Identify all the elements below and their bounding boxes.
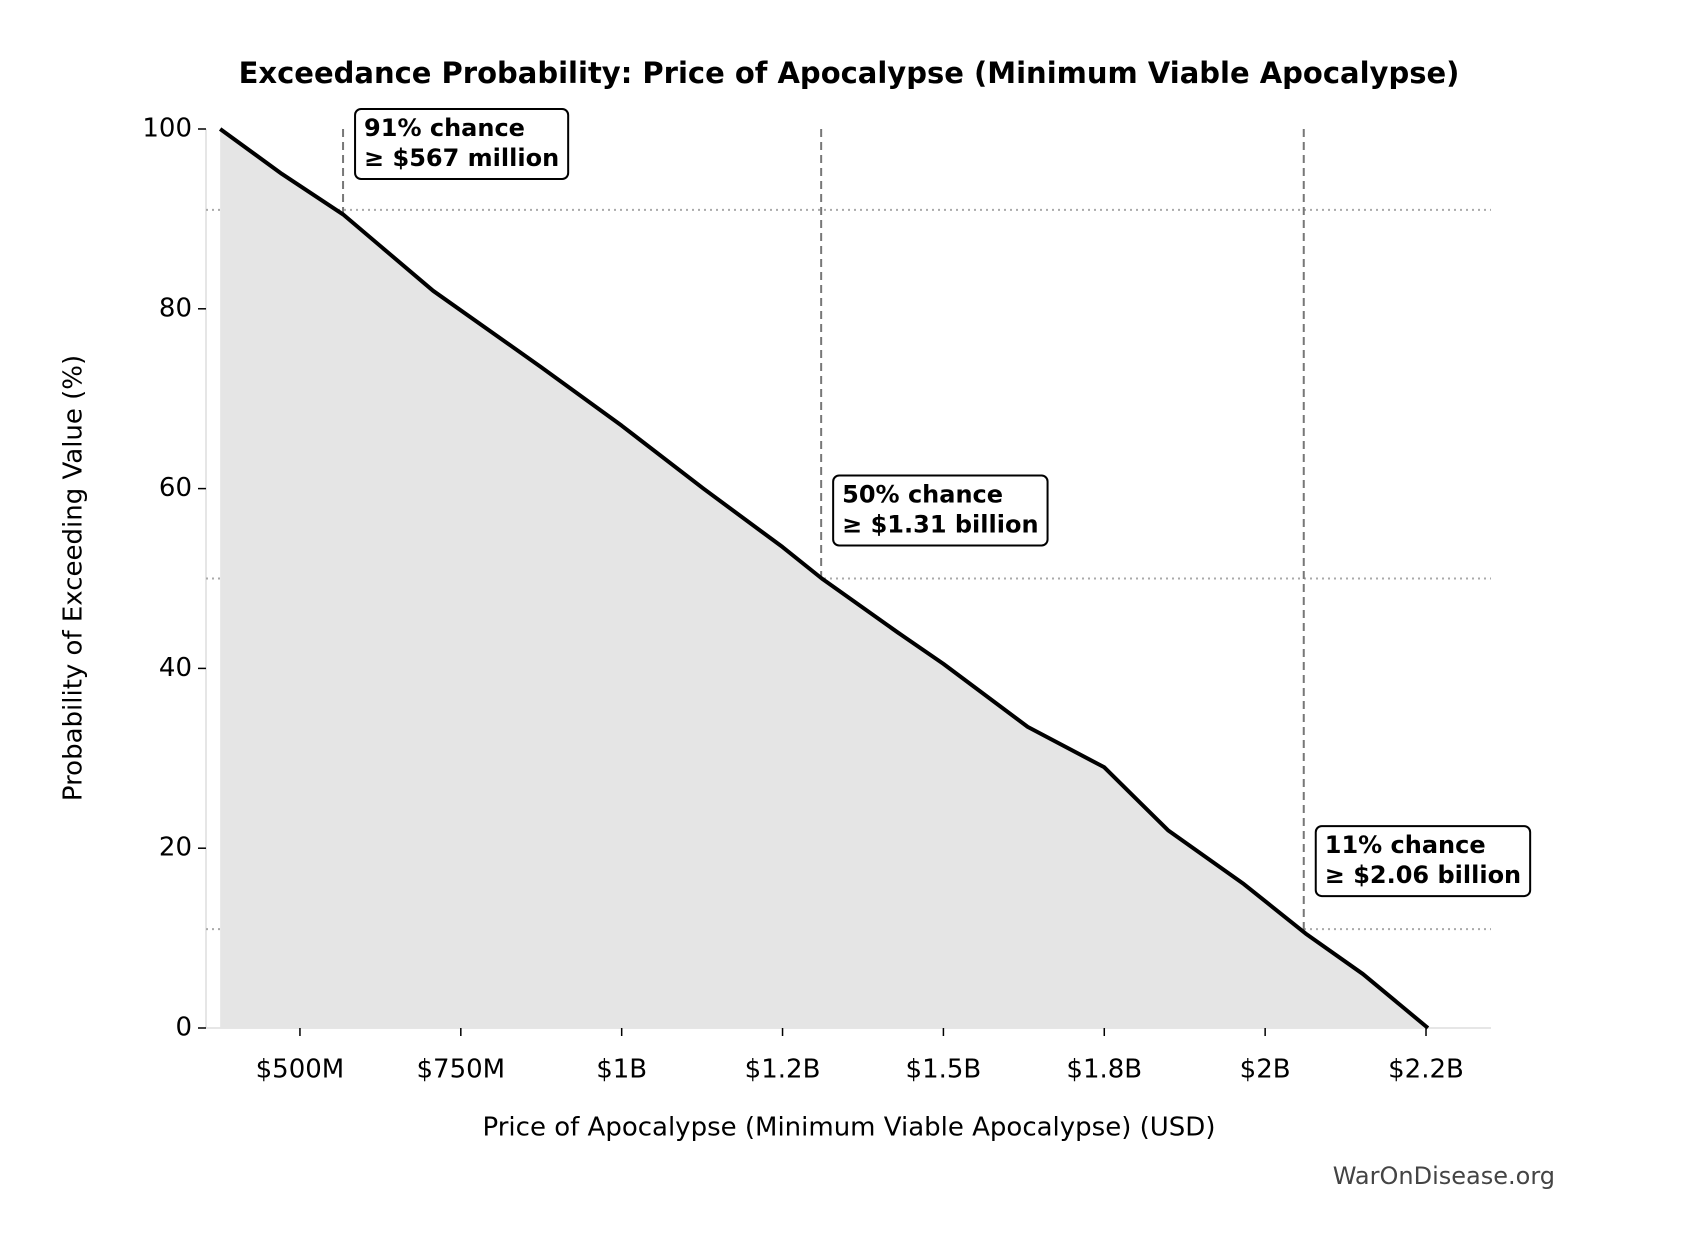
source: WarOnDisease.org	[1333, 1162, 1555, 1190]
x-axis-label: Price of Apocalypse (Minimum Viable Apoc…	[483, 1113, 1216, 1143]
y-tick-label: 20	[159, 833, 192, 863]
annotation-line: ≥ $567 million	[364, 144, 559, 172]
x-tick-label: $1B	[596, 1055, 647, 1085]
annotation-line: 91% chance	[364, 114, 525, 142]
annotation-line: 50% chance	[842, 481, 1003, 509]
y-tick-label: 100	[142, 114, 192, 144]
annotation-line: ≥ $1.31 billion	[842, 511, 1038, 539]
y-tick-label: 60	[159, 473, 192, 503]
annotation: 91% chance≥ $567 million	[354, 108, 570, 180]
x-tick-label: $500M	[256, 1055, 345, 1085]
annotation-line: ≥ $2.06 billion	[1325, 861, 1521, 889]
annotation: 50% chance≥ $1.31 billion	[832, 474, 1049, 547]
x-tick-label: $750M	[417, 1055, 506, 1085]
annotation-box	[1314, 825, 1532, 898]
y-tick-label: 0	[175, 1013, 192, 1043]
x-tick-label: $1.8B	[1066, 1055, 1142, 1085]
annotation-line: 11% chance	[1325, 831, 1486, 859]
chart-title: Exceedance Probability: Price of Apocaly…	[239, 56, 1460, 90]
y-axis-label: Probability of Exceeding Value (%)	[59, 355, 89, 801]
y-tick-label: 40	[159, 653, 192, 683]
y-tick-label: 80	[159, 293, 192, 323]
annotation-box	[832, 474, 1049, 547]
exceedance-line	[218, 127, 1430, 1030]
x-tick-label: $2.2B	[1388, 1055, 1464, 1085]
annotation-box	[354, 108, 570, 180]
x-tick-label: $1.2B	[745, 1055, 821, 1085]
x-tick-label: $2B	[1240, 1055, 1291, 1085]
annotation: 11% chance≥ $2.06 billion	[1314, 825, 1532, 898]
x-tick-label: $1.5B	[906, 1055, 982, 1085]
